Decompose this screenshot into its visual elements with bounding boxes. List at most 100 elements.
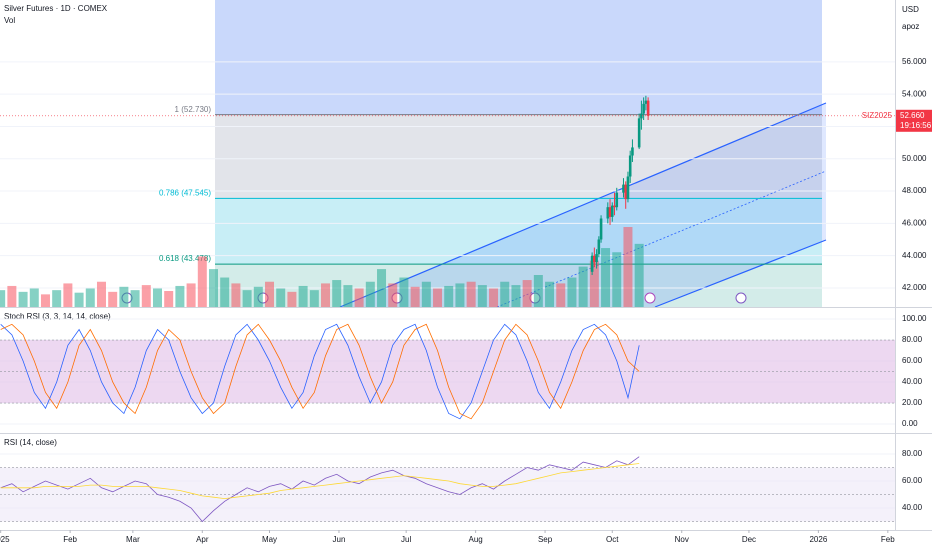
- volume-bar: [556, 283, 566, 307]
- y-tick-label: 0.00: [902, 419, 918, 428]
- volume-bar: [85, 288, 95, 307]
- candle-body: [642, 103, 645, 114]
- volume-bar: [309, 290, 319, 307]
- candle-body: [646, 100, 650, 116]
- volume-bar: [96, 281, 106, 307]
- volume-bar: [343, 285, 353, 307]
- y-tick-label: 40.00: [902, 503, 923, 512]
- fib-label: 1 (52.730): [175, 105, 212, 114]
- volume-bar: [108, 291, 118, 307]
- volume-bar: [578, 266, 588, 307]
- price-tag-symbol: SIZ2025: [862, 111, 893, 120]
- panel-title: RSI (14, close): [4, 438, 57, 447]
- volume-bar: [29, 288, 39, 307]
- chart-title: Silver Futures · 1D · COMEX: [4, 4, 108, 13]
- candle-body: [606, 207, 610, 219]
- volume-bar: [220, 277, 230, 307]
- candle-body: [626, 176, 630, 200]
- volume-bar: [399, 277, 409, 307]
- price-tag-countdown: 19:16:56: [900, 121, 932, 130]
- y-tick-label: 80.00: [902, 449, 923, 458]
- x-tick-label: Feb: [881, 535, 895, 544]
- volume-bar: [377, 269, 387, 307]
- y-tick-label: 54.000: [902, 89, 927, 98]
- volume-bar: [197, 256, 207, 307]
- candle-body: [608, 207, 612, 217]
- x-tick-label: Nov: [675, 535, 689, 544]
- x-tick-label: Jun: [333, 535, 346, 544]
- candle-body: [615, 192, 619, 208]
- candle-body: [622, 184, 625, 193]
- x-tick-label: Jul: [401, 535, 411, 544]
- volume-bar: [388, 283, 398, 307]
- volume-bar: [18, 291, 28, 307]
- volume-bar: [634, 243, 644, 307]
- volume-bar: [365, 281, 375, 307]
- volume-bar: [455, 283, 465, 307]
- volume-bar: [119, 286, 129, 307]
- volume-bar: [533, 275, 543, 307]
- volume-bar: [164, 291, 174, 307]
- volume-bar: [623, 227, 633, 307]
- volume-bar: [410, 286, 420, 307]
- channel-middle: [496, 170, 827, 308]
- volume-bar: [466, 281, 476, 307]
- currency: USD: [902, 5, 919, 14]
- volume-bar: [141, 285, 151, 307]
- volume-label: Vol: [4, 16, 15, 25]
- candle-body: [613, 205, 616, 208]
- volume-bar: [209, 269, 219, 307]
- series-line: [0, 463, 640, 500]
- volume-bar: [276, 288, 286, 307]
- x-tick-label: Dec: [742, 535, 756, 544]
- volume-bar: [130, 290, 140, 307]
- x-tick-label: Mar: [126, 535, 140, 544]
- x-tick-label: 2025: [0, 535, 10, 544]
- series-line: [0, 323, 640, 420]
- volume-bar: [321, 283, 331, 307]
- volume-bar: [589, 260, 599, 307]
- fib-label: 0.618 (43.478): [159, 254, 211, 263]
- candle-body: [637, 118, 641, 148]
- series-line: [0, 456, 640, 523]
- volume-bar: [511, 285, 521, 307]
- fib-label: 0.786 (47.545): [159, 189, 211, 198]
- price-tag-box: [896, 109, 932, 132]
- price-tag-label: 52.660: [900, 111, 925, 120]
- x-tick-label: May: [262, 535, 277, 544]
- candle-body: [631, 147, 634, 156]
- volume-bar: [477, 285, 487, 307]
- volume-bar: [242, 290, 252, 307]
- volume-bar: [421, 281, 431, 307]
- channel-lower: [654, 239, 827, 308]
- volume-bar: [298, 285, 308, 307]
- y-tick-label: 46.000: [902, 218, 927, 227]
- event-icon[interactable]: [735, 292, 747, 304]
- x-tick-label: 2026: [809, 535, 827, 544]
- y-tick-label: 40.00: [902, 377, 923, 386]
- y-tick-label: 100.00: [902, 314, 927, 323]
- candle-body: [593, 255, 596, 263]
- volume-bar: [433, 288, 443, 307]
- event-icon[interactable]: [644, 292, 656, 304]
- x-tick-label: Sep: [538, 535, 553, 544]
- volume-bar: [7, 285, 17, 307]
- candle-body: [624, 184, 628, 200]
- y-tick-label: 44.000: [902, 251, 927, 260]
- candle-body: [595, 254, 598, 263]
- volume-bar: [332, 280, 342, 307]
- volume-bar: [601, 248, 611, 307]
- volume-bar: [0, 290, 6, 307]
- x-tick-label: Apr: [196, 535, 209, 544]
- x-tick-label: Oct: [606, 535, 619, 544]
- panel-title: Stoch RSI (3, 3, 14, 14, close): [4, 312, 111, 321]
- volume-bar: [186, 283, 196, 307]
- candle-body: [644, 100, 648, 104]
- volume-bar: [231, 283, 241, 307]
- volume-bar: [175, 285, 185, 307]
- y-tick-label: 20.00: [902, 398, 923, 407]
- volume-bar: [444, 285, 454, 307]
- volume-bar: [265, 281, 275, 307]
- candle-body: [640, 113, 643, 119]
